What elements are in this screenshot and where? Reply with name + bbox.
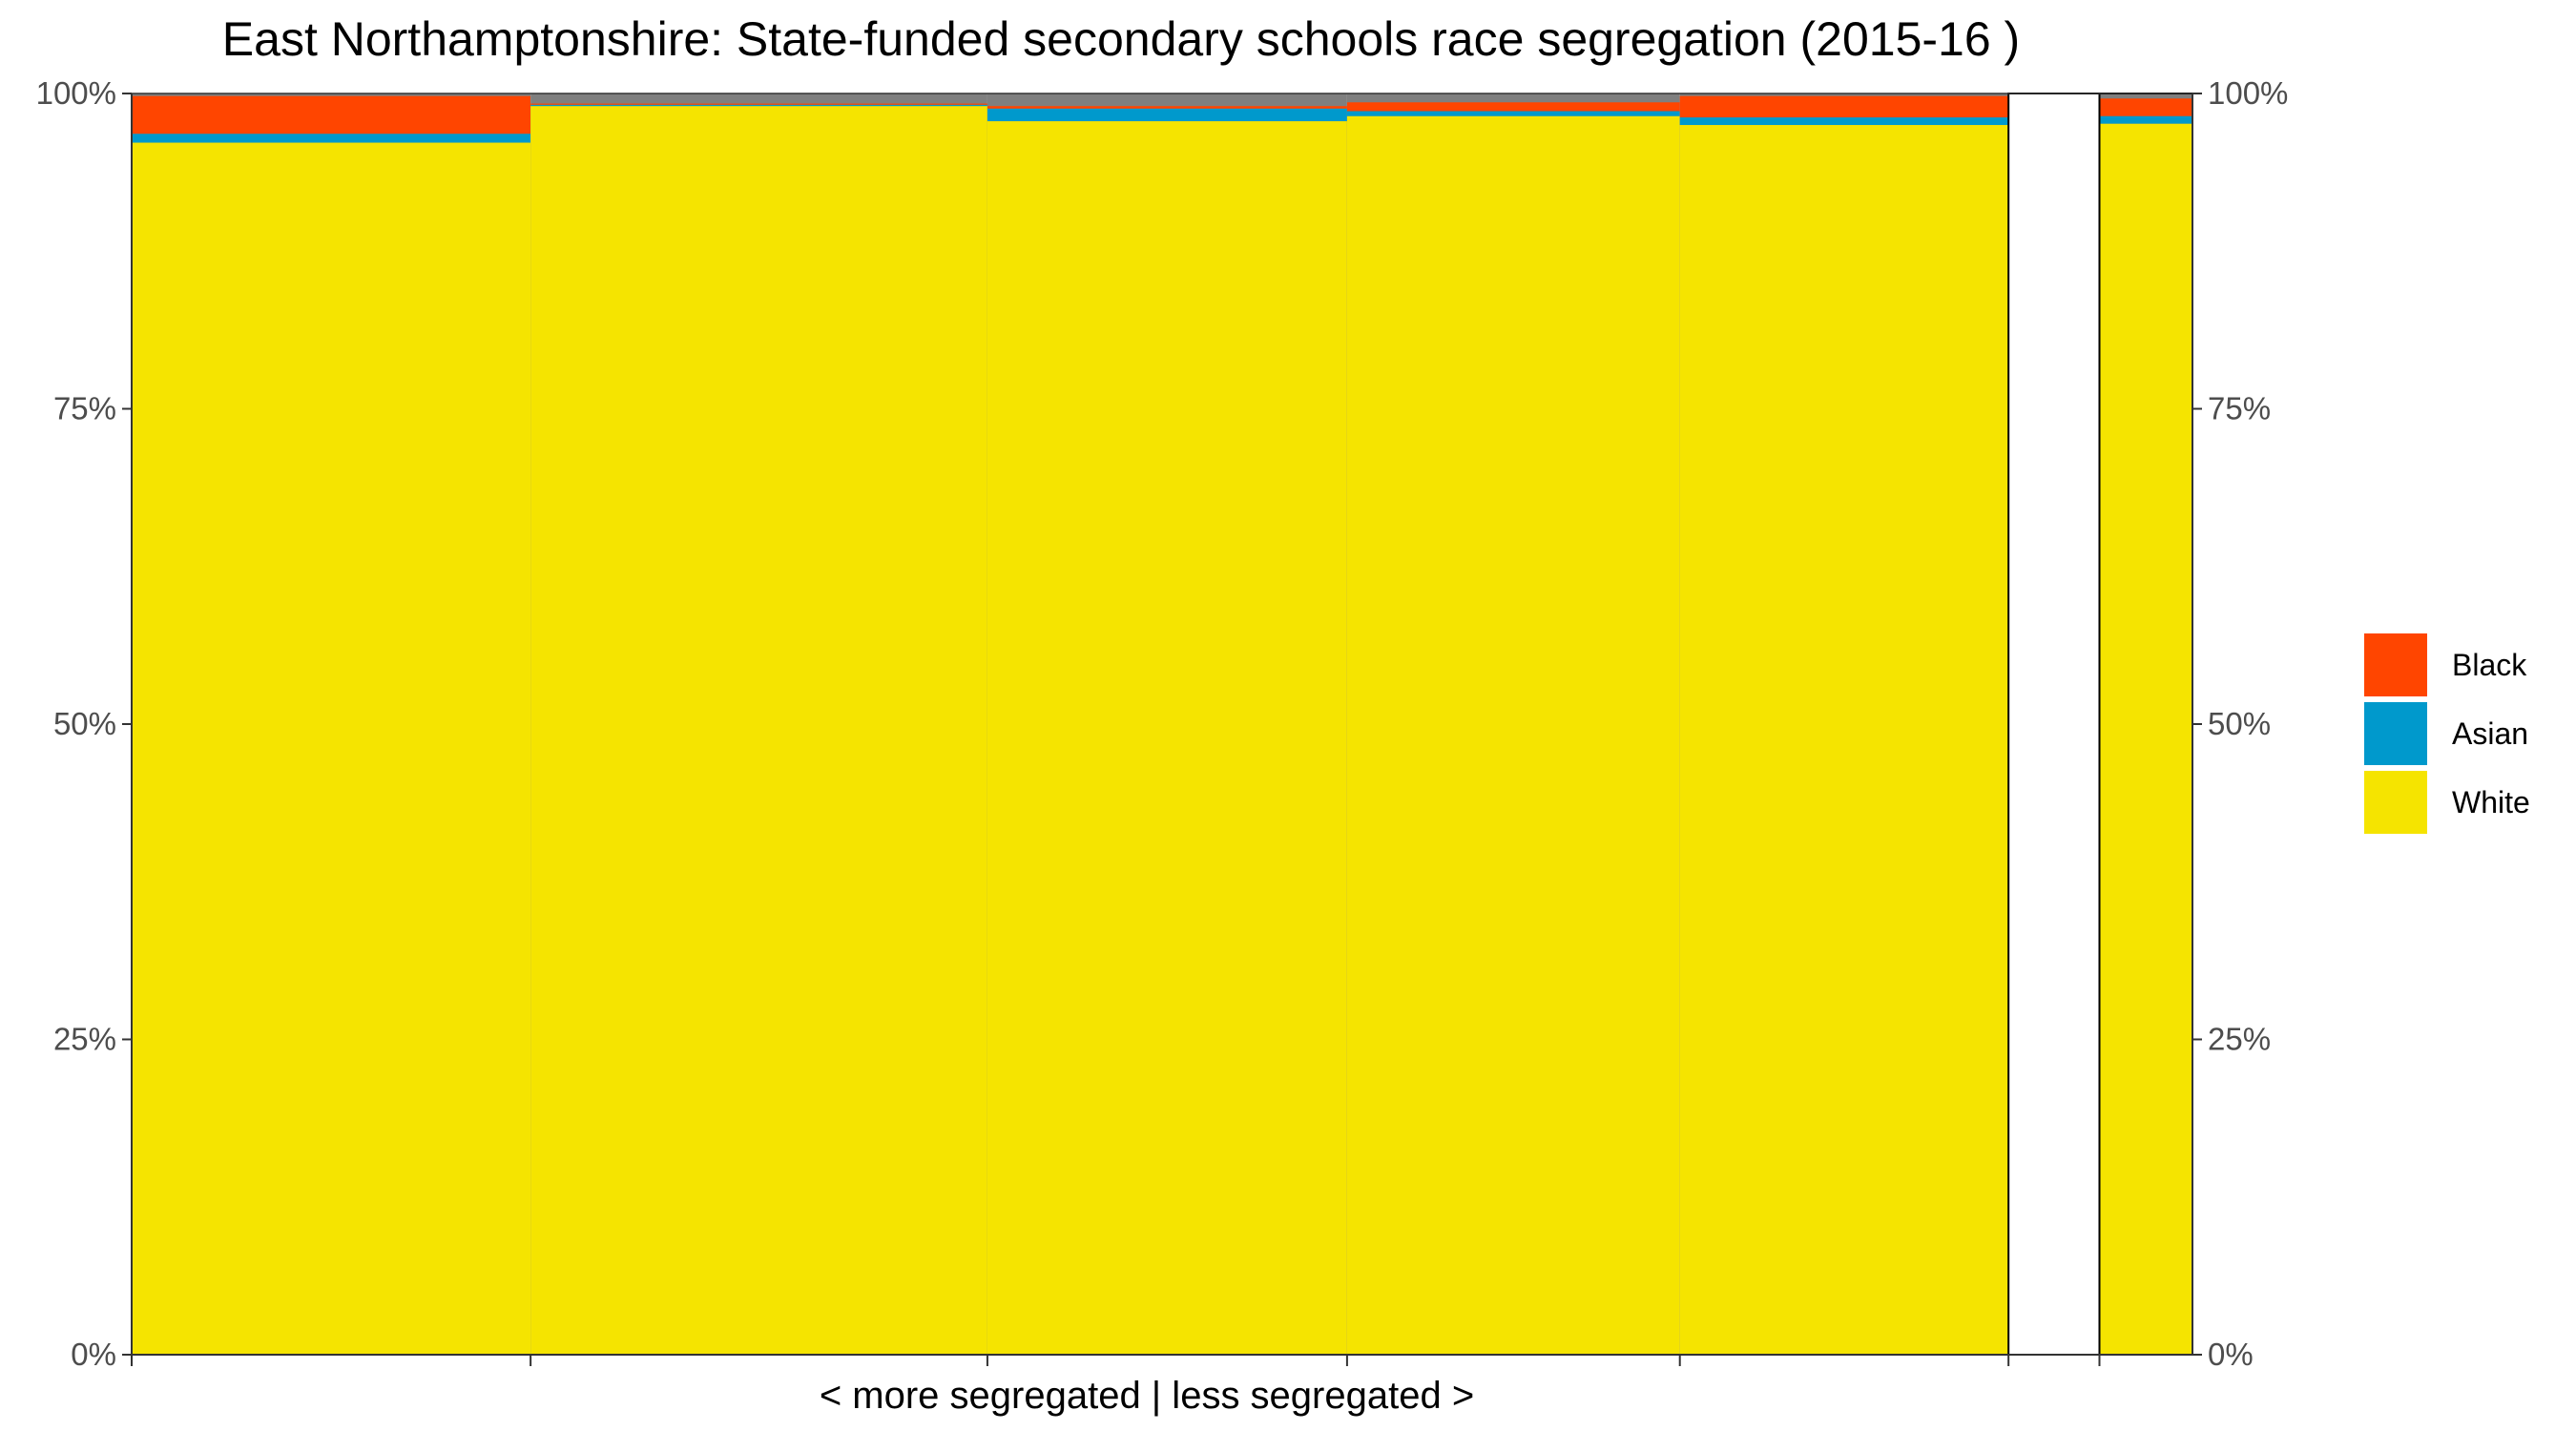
bar-white-school-2 [530, 106, 987, 1356]
bar-black-school-3 [987, 106, 1347, 109]
bar-asian-school-2 [530, 104, 987, 107]
bar-asian-school-4 [1346, 111, 1680, 116]
y-tick-label-right: 100% [2208, 75, 2288, 111]
bar-empty-school-6 [2007, 93, 2101, 1356]
x-axis-label: < more segregated | less segregated > [820, 1375, 1474, 1417]
bar-black-school-4 [1346, 102, 1680, 112]
y-tick-label-right: 25% [2208, 1022, 2271, 1057]
legend: Black Asian White [2364, 633, 2530, 834]
bar-white-school-3 [987, 121, 1347, 1356]
bar-white-school-7 [2099, 123, 2192, 1355]
bar-white-school-4 [1346, 115, 1680, 1355]
y-tick-label-right: 75% [2208, 391, 2271, 426]
legend-swatch-white [2364, 771, 2427, 834]
bar-asian-school-3 [987, 108, 1347, 122]
axes-group: 0% 0% 25% 25% 50% 50% 75% 75% 100% 100% [36, 75, 2289, 1372]
bar-black-school-2 [530, 103, 987, 105]
legend-swatch-black [2364, 633, 2427, 696]
y-tick-label-left: 100% [36, 75, 116, 111]
bars-group [132, 93, 2194, 1356]
bar-asian-school-1 [132, 134, 531, 143]
bar-asian-school-7 [2099, 115, 2192, 124]
y-tick-label-left: 0% [71, 1337, 116, 1372]
y-tick-label-right: 50% [2208, 706, 2271, 741]
y-tick-label-right: 0% [2208, 1337, 2254, 1372]
legend-label-asian: Asian [2452, 716, 2528, 751]
bar-white-school-5 [1679, 125, 2009, 1355]
legend-label-white: White [2452, 785, 2530, 819]
chart-title: East Northamptonshire: State-funded seco… [222, 12, 2020, 66]
y-tick-label-left: 75% [53, 391, 116, 426]
bar-white-school-1 [132, 142, 531, 1356]
legend-swatch-asian [2364, 702, 2427, 765]
bar-black-school-7 [2099, 98, 2192, 116]
y-tick-label-left: 25% [53, 1022, 116, 1057]
y-tick-label-left: 50% [53, 706, 116, 741]
legend-label-black: Black [2452, 648, 2527, 682]
bar-asian-school-5 [1679, 117, 2009, 126]
bar-black-school-1 [132, 95, 531, 135]
bar-black-school-5 [1679, 95, 2009, 118]
